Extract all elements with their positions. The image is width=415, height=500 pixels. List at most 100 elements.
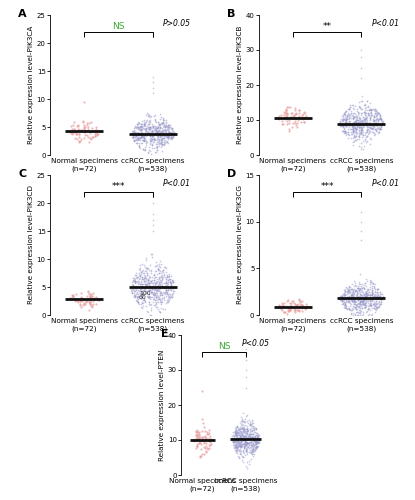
Point [292, 106, 299, 114]
Point [356, 98, 363, 106]
Point [154, 278, 161, 286]
Point [156, 120, 163, 128]
Point [201, 423, 208, 431]
Point [200, 438, 207, 446]
Point [136, 140, 143, 148]
Point [165, 123, 171, 131]
Point [149, 216, 156, 224]
Point [373, 288, 380, 296]
Point [378, 116, 384, 124]
Point [83, 297, 89, 305]
Point [168, 286, 174, 294]
Point [293, 122, 300, 130]
Point [161, 130, 168, 138]
Point [342, 285, 349, 293]
Point [349, 296, 355, 304]
Point [148, 134, 155, 142]
Point [151, 279, 158, 287]
Point [161, 284, 168, 292]
Point [154, 124, 161, 132]
Point [355, 124, 362, 132]
Point [160, 126, 167, 134]
Point [251, 446, 257, 454]
Point [245, 439, 251, 447]
Point [152, 125, 159, 133]
Point [143, 138, 150, 146]
Point [237, 434, 243, 442]
Point [349, 112, 356, 120]
Point [157, 139, 164, 147]
Point [149, 285, 156, 293]
Point [369, 290, 375, 298]
Point [136, 136, 142, 143]
Point [243, 448, 249, 456]
Point [153, 128, 160, 136]
Point [248, 455, 254, 463]
Point [354, 286, 361, 294]
Point [364, 286, 371, 294]
Point [140, 132, 147, 140]
Point [129, 278, 136, 286]
Point [367, 140, 374, 148]
Point [369, 288, 375, 296]
Point [163, 128, 170, 136]
Point [149, 274, 156, 281]
Point [360, 295, 367, 303]
Point [129, 133, 136, 141]
Point [149, 122, 155, 130]
Point [151, 130, 158, 138]
Point [280, 299, 287, 307]
Point [372, 130, 378, 138]
Point [131, 128, 138, 136]
Point [349, 102, 355, 110]
Point [137, 294, 144, 302]
Point [356, 302, 363, 310]
Point [346, 288, 352, 296]
Point [159, 276, 166, 284]
Point [152, 296, 159, 304]
Point [342, 299, 348, 307]
Point [369, 290, 376, 298]
Point [251, 436, 257, 444]
Point [345, 292, 352, 300]
Point [359, 300, 366, 308]
Point [357, 130, 364, 138]
Point [90, 289, 96, 297]
Point [363, 292, 370, 300]
Point [369, 116, 376, 124]
Point [161, 270, 168, 278]
Point [206, 437, 212, 445]
Point [163, 126, 169, 134]
Point [156, 294, 162, 302]
Point [343, 131, 350, 139]
Point [357, 97, 364, 105]
Point [359, 116, 366, 124]
Point [353, 114, 359, 122]
Point [238, 442, 245, 450]
Point [358, 227, 365, 235]
Point [355, 118, 362, 126]
Point [163, 288, 169, 296]
Point [134, 280, 141, 288]
Point [238, 448, 244, 456]
Point [232, 427, 238, 435]
Point [131, 130, 138, 138]
Point [155, 132, 161, 140]
Point [157, 281, 164, 289]
Point [168, 131, 174, 139]
Point [350, 133, 357, 141]
Point [347, 294, 353, 302]
Point [87, 300, 94, 308]
Point [246, 432, 252, 440]
Point [294, 300, 301, 308]
Point [244, 434, 250, 442]
Point [375, 109, 382, 117]
Point [347, 306, 353, 314]
Point [252, 438, 259, 446]
Point [229, 436, 235, 444]
Point [136, 126, 143, 134]
Point [339, 115, 346, 123]
Point [356, 116, 362, 124]
Point [286, 116, 292, 124]
Point [366, 120, 373, 128]
